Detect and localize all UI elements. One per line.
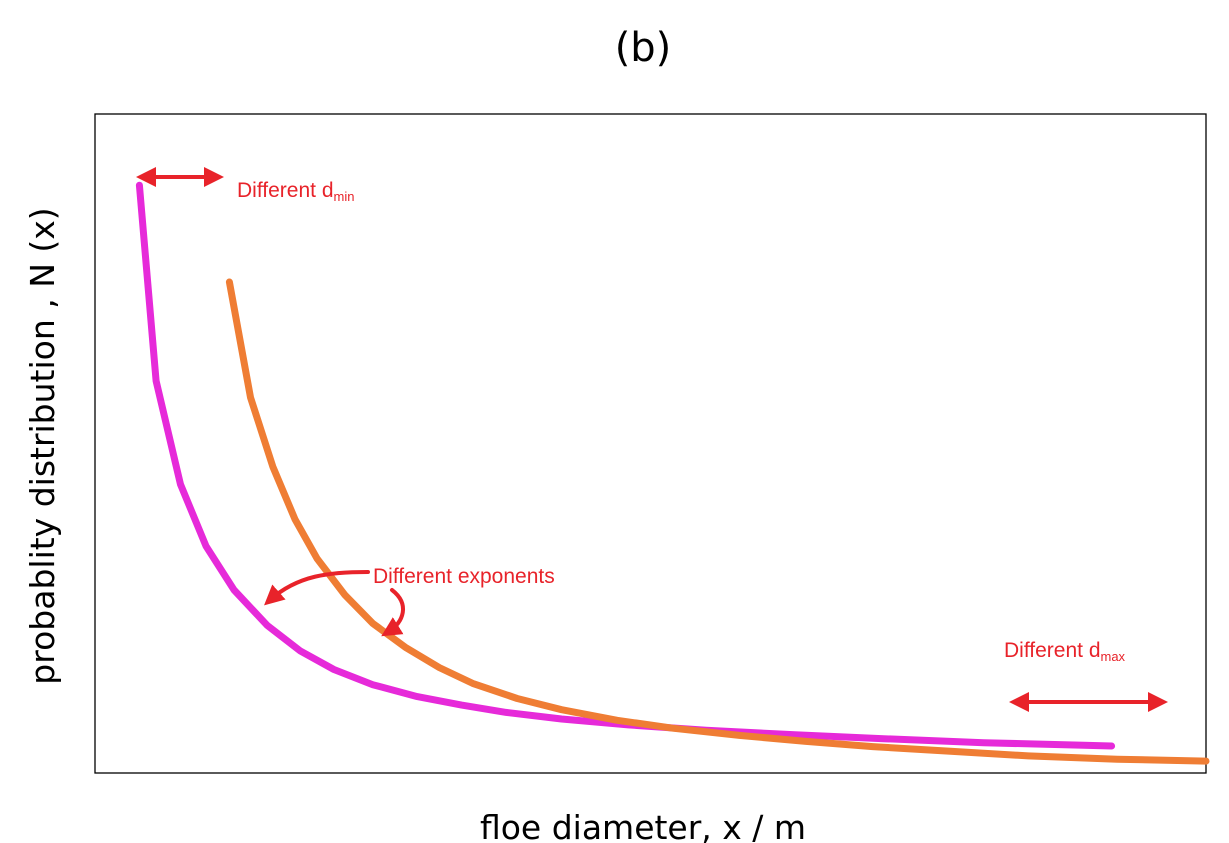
series-line-2 — [225, 278, 1210, 765]
annotation-exponents: Different exponents — [264, 565, 555, 637]
chart-title: (b) — [615, 25, 672, 71]
annotation-dmin-text: Different d — [237, 179, 334, 202]
curved-arrow-icon — [264, 570, 370, 606]
annotation-dmin-label: Different dmin — [237, 179, 354, 204]
x-axis-label: floe diameter, x / m — [480, 808, 806, 843]
y-axis-label: probablity distribution , N (x) — [23, 207, 62, 684]
annotation-dmax-text: Different d — [1004, 639, 1101, 662]
annotation-dmin: Different dmin — [136, 167, 354, 204]
annotation-dmax-label: Different dmax — [1004, 639, 1126, 664]
series-group — [135, 181, 1210, 765]
annotation-exponents-label: Different exponents — [373, 565, 555, 588]
annotation-dmax: Different dmax — [1004, 639, 1168, 712]
curved-arrow-icon — [381, 588, 405, 637]
plot-area — [94, 113, 1207, 774]
series-line-1 — [135, 181, 1116, 750]
annotation-dmax-subscript: max — [1101, 649, 1126, 664]
annotation-dmin-subscript: min — [334, 189, 355, 204]
